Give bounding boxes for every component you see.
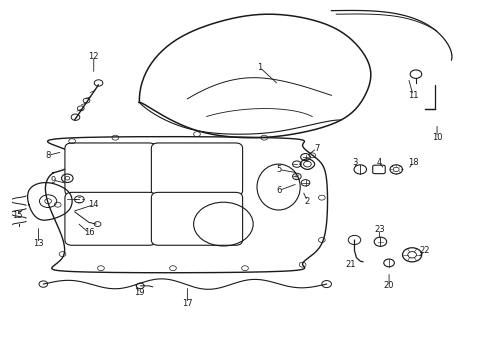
Text: 19: 19: [134, 288, 145, 297]
FancyBboxPatch shape: [151, 192, 243, 245]
Text: 15: 15: [12, 211, 22, 220]
Text: 23: 23: [374, 225, 385, 234]
Text: 13: 13: [33, 239, 44, 248]
Text: 11: 11: [408, 91, 418, 100]
Text: 12: 12: [89, 52, 99, 61]
Text: 1: 1: [257, 63, 262, 72]
Text: 17: 17: [182, 299, 193, 308]
Text: 2: 2: [305, 197, 310, 206]
Text: 10: 10: [432, 133, 442, 142]
Text: 9: 9: [50, 176, 55, 185]
Text: 14: 14: [89, 200, 99, 209]
Text: 18: 18: [408, 158, 418, 167]
FancyBboxPatch shape: [151, 143, 243, 196]
FancyBboxPatch shape: [65, 192, 156, 245]
Text: 6: 6: [276, 186, 281, 195]
Text: 20: 20: [384, 282, 394, 290]
Text: 21: 21: [345, 260, 356, 269]
FancyBboxPatch shape: [373, 165, 385, 174]
Text: 16: 16: [84, 229, 94, 238]
Text: 7: 7: [315, 144, 319, 153]
Text: 22: 22: [420, 246, 430, 255]
Text: 8: 8: [46, 151, 51, 160]
FancyBboxPatch shape: [65, 143, 156, 196]
Text: 4: 4: [377, 158, 382, 167]
Text: 5: 5: [276, 165, 281, 174]
Text: 3: 3: [353, 158, 358, 167]
Ellipse shape: [257, 164, 300, 210]
